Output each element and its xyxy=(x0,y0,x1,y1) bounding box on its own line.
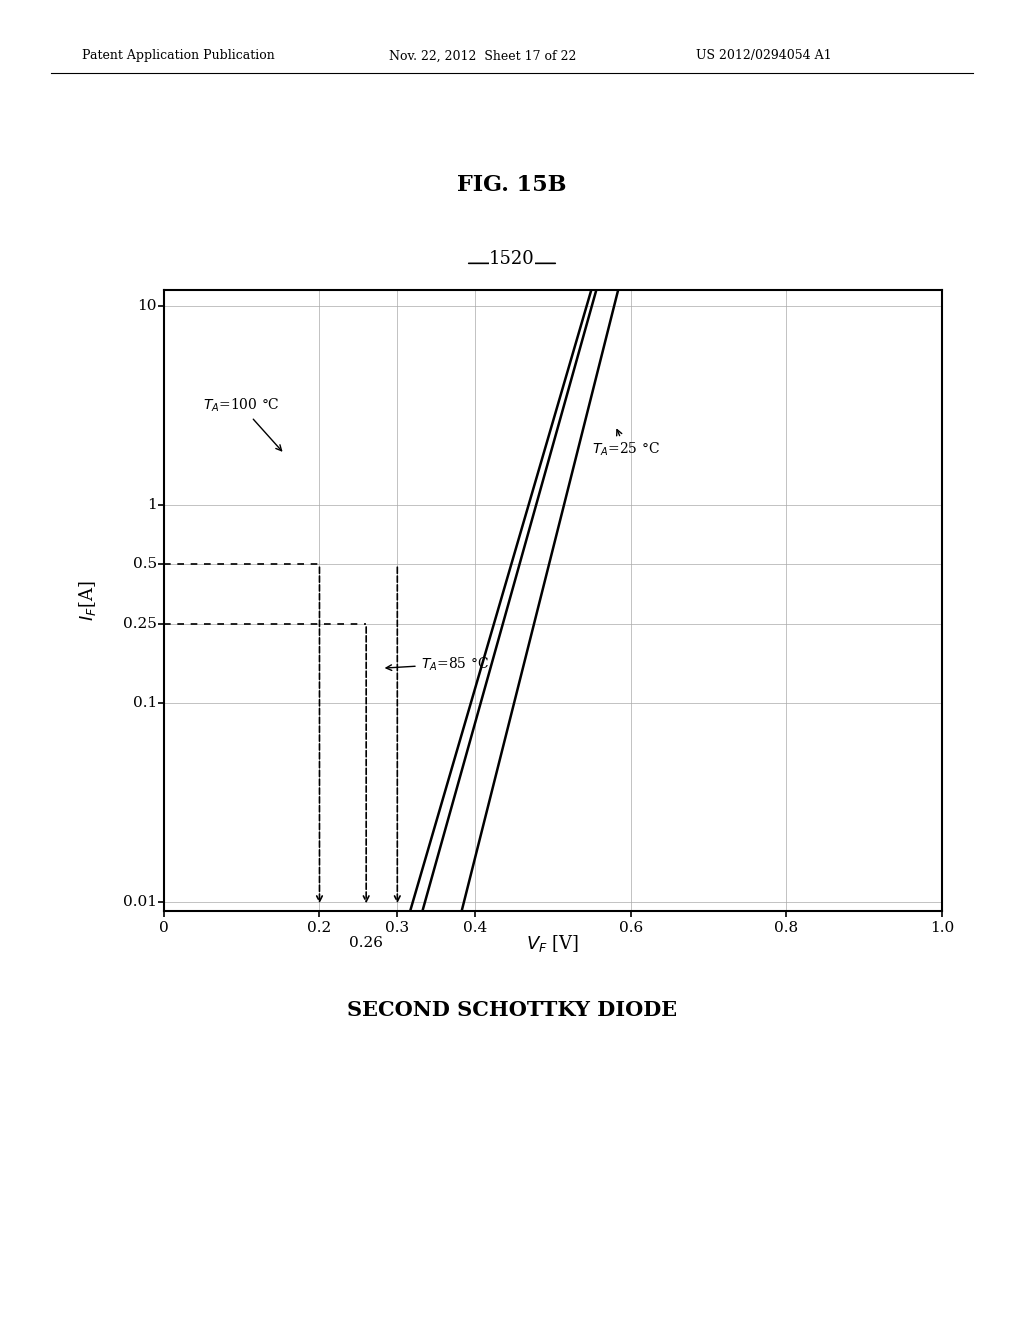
Text: 0.5: 0.5 xyxy=(133,557,157,572)
Text: $T_A$=85 $\degree$C: $T_A$=85 $\degree$C xyxy=(386,655,488,673)
Text: $I_F$[A]: $I_F$[A] xyxy=(77,581,97,620)
Text: 1520: 1520 xyxy=(489,249,535,268)
Text: Patent Application Publication: Patent Application Publication xyxy=(82,49,274,62)
Text: $V_F$ [V]: $V_F$ [V] xyxy=(526,933,580,954)
Text: FIG. 15B: FIG. 15B xyxy=(458,174,566,197)
Text: Nov. 22, 2012  Sheet 17 of 22: Nov. 22, 2012 Sheet 17 of 22 xyxy=(389,49,577,62)
Text: SECOND SCHOTTKY DIODE: SECOND SCHOTTKY DIODE xyxy=(347,999,677,1020)
Text: 0.25: 0.25 xyxy=(123,618,157,631)
Text: 10: 10 xyxy=(137,300,157,313)
Text: $T_A$=100 $\degree$C: $T_A$=100 $\degree$C xyxy=(203,397,282,450)
Text: 0.01: 0.01 xyxy=(123,895,157,908)
Text: US 2012/0294054 A1: US 2012/0294054 A1 xyxy=(696,49,831,62)
Text: $T_A$=25 $\degree$C: $T_A$=25 $\degree$C xyxy=(592,429,659,458)
Text: 0.26: 0.26 xyxy=(349,936,383,950)
Text: 0.1: 0.1 xyxy=(133,696,157,710)
Text: 1: 1 xyxy=(147,498,157,512)
